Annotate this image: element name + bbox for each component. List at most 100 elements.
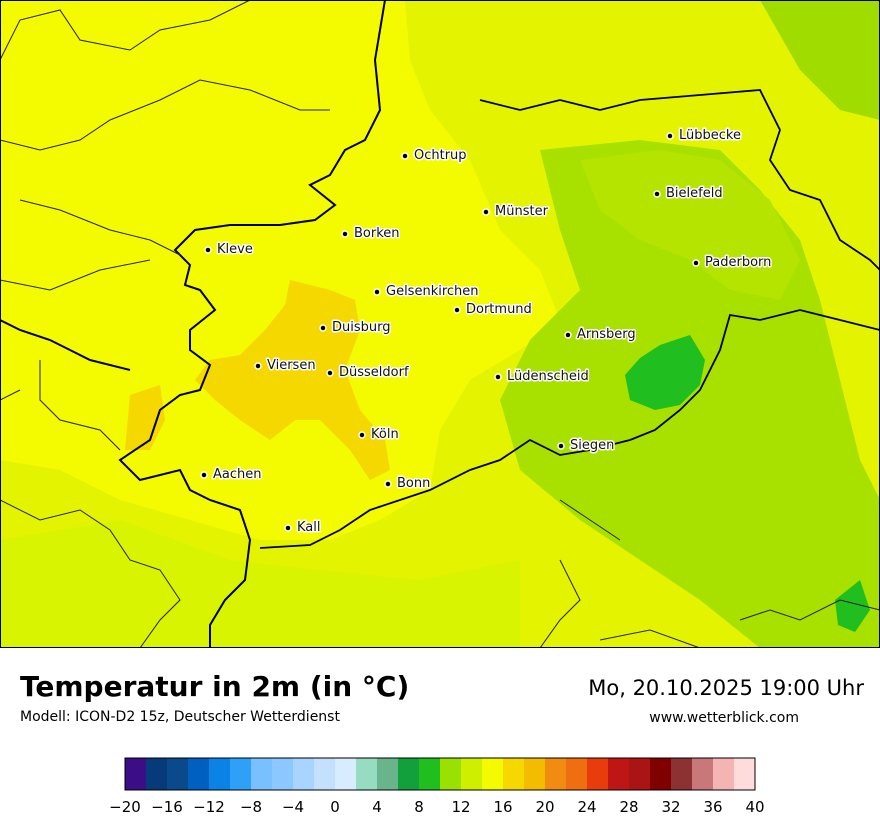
legend-swatch [545, 758, 567, 790]
legend-swatch [398, 758, 420, 790]
legend-swatch [482, 758, 504, 790]
city-dortmund[interactable]: Dortmund [453, 301, 533, 319]
city-label: Lübbecke [679, 128, 741, 143]
legend-swatches [125, 758, 756, 790]
legend-tick-label: 32 [661, 798, 680, 816]
city-label: Kleve [217, 242, 253, 257]
legend-tick-label: 36 [703, 798, 722, 816]
legend-swatch [377, 758, 399, 790]
map-title: Temperatur in 2m (in °C) [20, 670, 410, 703]
legend-swatch [566, 758, 588, 790]
borders [0, 0, 880, 648]
city-kleve[interactable]: Kleve [204, 241, 254, 259]
city-siegen[interactable]: Siegen [557, 437, 616, 455]
legend-swatch [650, 758, 672, 790]
legend-frame [124, 757, 756, 791]
zone-8c [625, 335, 705, 410]
city-aachen[interactable]: Aachen [200, 466, 263, 484]
legend-swatch [440, 758, 462, 790]
legend-swatch [335, 758, 357, 790]
legend-swatch [125, 758, 147, 790]
legend-tick-label: −20 [109, 798, 141, 816]
legend-tick-label: −12 [193, 798, 225, 816]
legend-swatch [692, 758, 714, 790]
city-label: Viersen [267, 358, 316, 373]
city-paderborn[interactable]: Paderborn [692, 254, 773, 272]
state-border-south [259, 309, 880, 549]
county-lines [0, 0, 880, 648]
legend-tick-label: −8 [240, 798, 262, 816]
legend-swatch [461, 758, 483, 790]
zone-8c-se [835, 580, 870, 632]
city-luedenscheid[interactable]: Lüdenscheid [494, 368, 590, 386]
legend-swatch [356, 758, 378, 790]
city-label: Aachen [213, 467, 261, 482]
zone-12c-ne [760, 0, 880, 120]
legend-swatch [608, 758, 630, 790]
zone-18c-west [125, 385, 165, 450]
zone-14c-sw [0, 520, 520, 648]
city-label: Bielefeld [666, 186, 723, 201]
website-link[interactable]: www.wetterblick.com [649, 710, 799, 726]
legend-ticks: −20 −16 −12 −8 −4 0 4 8 12 16 20 24 28 32 36 40 [109, 798, 764, 816]
city-borken[interactable]: Borken [341, 225, 401, 243]
legend-tick-label: 24 [577, 798, 596, 816]
city-koeln[interactable]: Köln [358, 426, 400, 444]
city-viersen[interactable]: Viersen [254, 357, 317, 375]
legend-tick-label: −4 [282, 798, 304, 816]
legend-tick-label: 8 [414, 798, 424, 816]
zone-18c [195, 280, 390, 480]
city-label: Kall [297, 520, 321, 535]
color-legend: −20 −16 −12 −8 −4 0 4 8 12 16 20 24 28 32 36 40 [109, 757, 765, 816]
city-muenster[interactable]: Münster [482, 203, 550, 221]
city-label: Köln [371, 427, 399, 442]
city-kall[interactable]: Kall [284, 519, 322, 537]
city-bielefeld[interactable]: Bielefeld [653, 185, 724, 203]
legend-tick-label: 0 [330, 798, 340, 816]
temperature-map: Lübbecke Ochtrup Bielefeld Münster Kleve… [0, 0, 880, 648]
legend-swatch [524, 758, 546, 790]
national-border-2 [0, 319, 131, 371]
city-arnsberg[interactable]: Arnsberg [564, 326, 637, 344]
legend-tick-label: 20 [535, 798, 554, 816]
legend-swatch [734, 758, 756, 790]
city-label: Münster [495, 204, 549, 219]
legend-swatch [293, 758, 315, 790]
temperature-zones [0, 0, 880, 648]
city-ochtrup[interactable]: Ochtrup [401, 147, 468, 165]
zone-12c-north [580, 150, 800, 300]
city-luebbecke[interactable]: Lübbecke [666, 127, 742, 145]
legend-tick-label: 12 [451, 798, 470, 816]
city-label: Arnsberg [577, 327, 636, 342]
city-label: Duisburg [332, 320, 391, 335]
city-bonn[interactable]: Bonn [384, 475, 432, 493]
city-label: Dortmund [466, 302, 532, 317]
state-border [479, 89, 880, 271]
city-duesseldorf[interactable]: Düsseldorf [326, 364, 410, 382]
cities: Lübbecke Ochtrup Bielefeld Münster Kleve… [200, 127, 773, 537]
legend-swatch [209, 758, 231, 790]
forecast-datetime: Mo, 20.10.2025 19:00 Uhr [588, 676, 864, 700]
legend-swatch [587, 758, 609, 790]
city-label: Paderborn [705, 255, 771, 270]
city-label: Ochtrup [414, 148, 467, 163]
legend-tick-label: 16 [493, 798, 512, 816]
city-gelsenkirchen[interactable]: Gelsenkirchen [373, 283, 480, 301]
legend-swatch [146, 758, 168, 790]
legend-swatch [671, 758, 693, 790]
legend-swatch [230, 758, 252, 790]
city-label: Borken [354, 226, 400, 241]
legend-tick-label: −16 [151, 798, 183, 816]
legend-swatch [503, 758, 525, 790]
legend-swatch [419, 758, 441, 790]
city-duisburg[interactable]: Duisburg [319, 319, 392, 337]
legend-swatch [629, 758, 651, 790]
legend-swatch [713, 758, 735, 790]
legend-tick-label: 28 [619, 798, 638, 816]
city-label: Düsseldorf [339, 365, 409, 380]
legend-swatch [314, 758, 336, 790]
city-label: Siegen [570, 438, 614, 453]
legend-tick-label: 4 [372, 798, 382, 816]
legend-swatch [251, 758, 273, 790]
national-border [118, 0, 386, 648]
